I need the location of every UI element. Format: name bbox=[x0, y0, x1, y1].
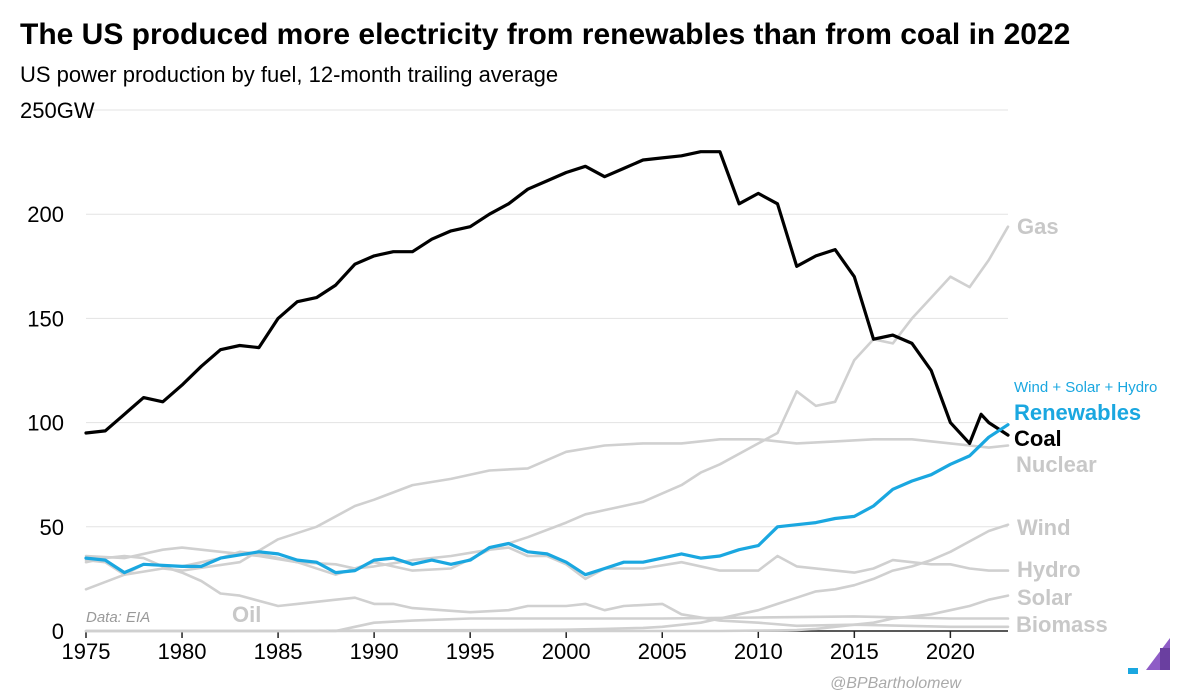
x-tick-label: 1990 bbox=[350, 639, 399, 664]
y-axis-ticks: 0 50 100 150 200 250GW bbox=[20, 98, 95, 644]
series-label-hydro: Hydro bbox=[1017, 557, 1081, 582]
y-tick-label: 100 bbox=[27, 411, 64, 436]
x-tick-label: 1975 bbox=[62, 639, 111, 664]
x-tick-label: 1985 bbox=[254, 639, 303, 664]
series-line-gas bbox=[84, 225, 1010, 570]
x-tick-label: 2005 bbox=[638, 639, 687, 664]
series-line-coal bbox=[84, 150, 1010, 445]
series-label-nuclear: Nuclear bbox=[1016, 452, 1097, 477]
y-tick-label: 200 bbox=[27, 202, 64, 227]
credit-handle: @BPBartholomew bbox=[830, 675, 962, 692]
series-label-renewables: Renewables bbox=[1014, 400, 1141, 425]
series-label-wind: Wind bbox=[1017, 515, 1071, 540]
background-series bbox=[84, 225, 1010, 633]
series-line-biomass bbox=[84, 615, 1010, 633]
series-label-coal: Coal bbox=[1014, 426, 1062, 451]
renewables-annotation: Wind + Solar + Hydro bbox=[1014, 379, 1157, 396]
x-tick-label: 2015 bbox=[830, 639, 879, 664]
x-tick-label: 2020 bbox=[926, 639, 975, 664]
series-label-gas: Gas bbox=[1017, 214, 1059, 239]
y-tick-label: 0 bbox=[52, 619, 64, 644]
chart-title: The US produced more electricity from re… bbox=[20, 18, 1071, 51]
x-tick-label: 1995 bbox=[446, 639, 495, 664]
series-line-nuclear bbox=[84, 438, 1010, 591]
chart-subtitle: US power production by fuel, 12-month tr… bbox=[20, 62, 559, 87]
source-note: Data: EIA bbox=[86, 609, 150, 626]
y-tick-label: 250GW bbox=[20, 98, 95, 123]
y-tick-label: 50 bbox=[40, 515, 64, 540]
series-line-wind bbox=[84, 523, 1010, 633]
series-line-hydro bbox=[84, 546, 1010, 581]
x-tick-label: 2000 bbox=[542, 639, 591, 664]
y-tick-label: 150 bbox=[27, 306, 64, 331]
gridlines bbox=[86, 109, 1008, 528]
series-line-renewables bbox=[84, 423, 1010, 577]
series-label-biomass: Biomass bbox=[1016, 612, 1108, 637]
x-axis: 1975 1980 1985 1990 1995 2000 2005 2010 2015 2020 bbox=[62, 630, 1008, 664]
series-label-solar: Solar bbox=[1017, 585, 1072, 610]
x-tick-label: 2010 bbox=[734, 639, 783, 664]
series-label-oil: Oil bbox=[232, 602, 261, 627]
x-tick-label: 1980 bbox=[158, 639, 207, 664]
series-line-oil bbox=[84, 554, 1010, 629]
highlighted-series bbox=[84, 150, 1010, 577]
logo-icon bbox=[1128, 638, 1170, 674]
